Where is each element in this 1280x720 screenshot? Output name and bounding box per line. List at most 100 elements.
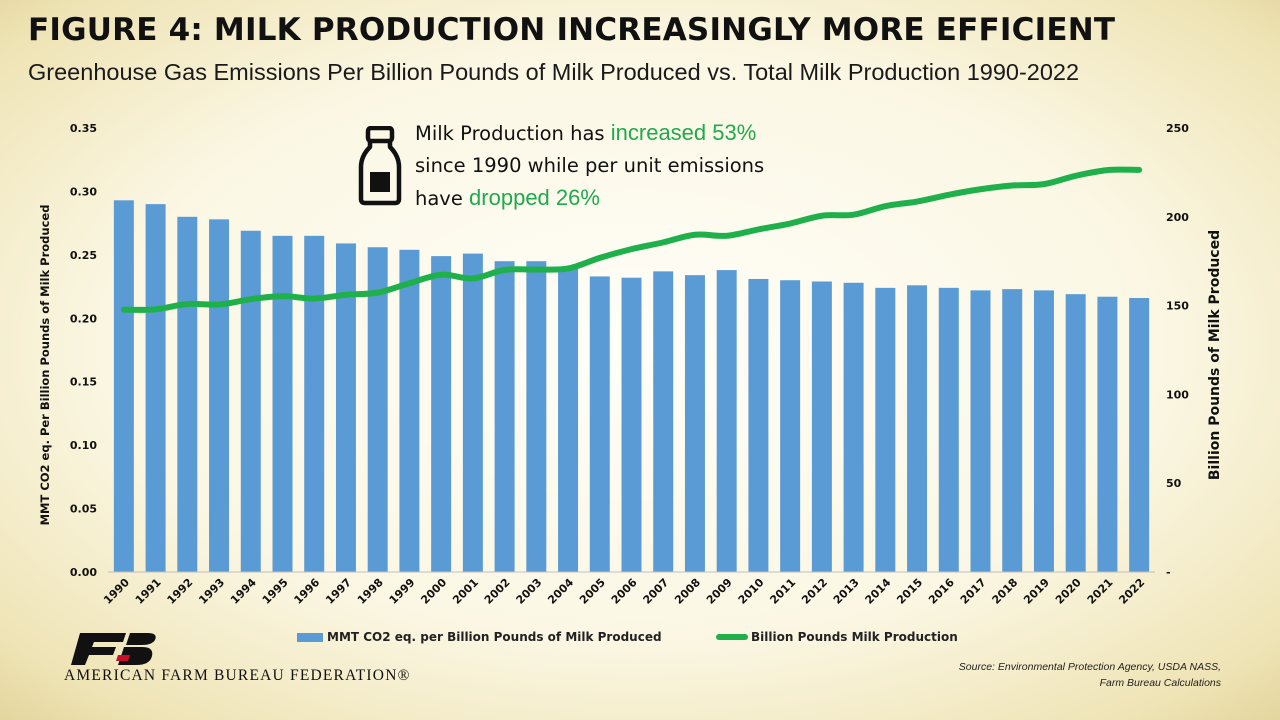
right-axis-label: Billion Pounds of Milk Produced [1207, 230, 1223, 480]
x-tick-label: 1990 [101, 576, 132, 607]
y-tick-label: 0.10 [70, 439, 97, 452]
bar-2004 [558, 267, 579, 572]
right-axis-ticks: - 50 100 150 200 250 [1166, 122, 1189, 579]
x-tick-label: 1991 [133, 576, 164, 607]
x-tick-label: 2018 [990, 576, 1021, 607]
legend-item-line: Billion Pounds Milk Production [716, 630, 958, 644]
legend-item-bars: MMT CO2 eq. per Billion Pounds of Milk P… [297, 630, 662, 644]
bar-2022 [1129, 297, 1150, 572]
y-tick-label: 0.30 [70, 185, 97, 198]
bar-1997 [335, 243, 356, 572]
milk-bottle-icon [358, 126, 402, 206]
y-right-tick-label: 200 [1166, 211, 1189, 224]
x-tick-label: 2002 [482, 576, 513, 607]
source-note: Source: Environmental Protection Agency,… [901, 659, 1221, 691]
legend-bar-label: MMT CO2 eq. per Billion Pounds of Milk P… [327, 630, 662, 644]
left-axis-label: MMT CO2 eq. Per Billion Pounds of Milk P… [38, 205, 52, 526]
callout-text: Milk Production has increased 53% since … [415, 117, 835, 215]
callout-line-3: have dropped 26% [415, 182, 835, 215]
bar-2011 [780, 280, 801, 572]
bar-1998 [367, 247, 388, 572]
y-right-tick-label: 150 [1166, 300, 1189, 313]
organization-name: AMERICAN FARM BUREAU FEDERATION® [64, 667, 411, 684]
bar-2003 [526, 261, 547, 572]
x-tick-label: 2010 [736, 576, 767, 607]
x-tick-label: 2020 [1053, 576, 1084, 607]
bar-2008 [684, 275, 705, 572]
bar-2016 [938, 287, 959, 572]
callout-highlight-increase: increased 53% [610, 120, 757, 145]
page-subtitle: Greenhouse Gas Emissions Per Billion Pou… [28, 59, 1080, 85]
bar-1991 [145, 204, 166, 572]
legend-bar-swatch [297, 632, 323, 642]
x-tick-label: 2022 [1116, 576, 1147, 607]
bar-1999 [399, 249, 420, 573]
bar-2018 [1002, 289, 1023, 572]
bar-1992 [177, 216, 198, 573]
bar-2013 [843, 282, 864, 572]
bar-1994 [240, 230, 261, 573]
x-tick-label: 2014 [863, 576, 894, 607]
y-right-tick-label: 250 [1166, 122, 1189, 135]
bar-2000 [431, 256, 452, 572]
x-tick-label: 2021 [1085, 576, 1116, 607]
x-tick-label: 2004 [545, 576, 576, 607]
bar-1990 [113, 200, 134, 572]
x-tick-label: 1995 [260, 576, 291, 607]
y-tick-label: 0.05 [70, 503, 97, 516]
x-tick-label: 1992 [165, 576, 196, 607]
bar-2012 [811, 281, 832, 572]
x-tick-label: 2013 [831, 576, 862, 607]
bar-2019 [1033, 290, 1054, 572]
y-tick-label: 0.35 [70, 122, 97, 135]
y-right-tick-label: - [1166, 566, 1171, 579]
x-tick-label: 1999 [387, 576, 418, 607]
legend-line-swatch [716, 634, 748, 640]
bar-1993 [209, 219, 230, 572]
callout-line-1-prefix: Milk Production has [415, 122, 611, 145]
x-tick-label: 2017 [958, 576, 989, 607]
bar-2007 [653, 271, 674, 572]
x-tick-label: 2000 [418, 576, 449, 607]
source-line-1: Source: Environmental Protection Agency,… [958, 661, 1221, 673]
bar-2015 [907, 285, 928, 572]
legend: MMT CO2 eq. per Billion Pounds of Milk P… [0, 628, 1280, 648]
source-line-2: Farm Bureau Calculations [1099, 677, 1221, 689]
bar-2014 [875, 287, 896, 572]
x-tick-label: 1993 [196, 576, 227, 607]
x-tick-label: 2009 [704, 576, 735, 607]
production-line [120, 166, 1143, 313]
bar-2010 [748, 278, 769, 572]
bar-2021 [1097, 296, 1118, 572]
x-axis-ticks: 1990 1991 1992 1993 1994 1995 1996 1997 1998 1999… [101, 576, 1147, 607]
x-tick-label: 2015 [894, 576, 925, 607]
bar-2009 [716, 270, 737, 572]
x-tick-label: 2012 [799, 576, 830, 607]
y-tick-label: 0.15 [70, 376, 97, 389]
bar-series [113, 200, 1150, 573]
x-tick-label: 1997 [323, 576, 354, 607]
x-tick-label: 1998 [355, 576, 386, 607]
y-tick-label: 0.00 [70, 566, 97, 579]
x-tick-label: 2007 [641, 576, 672, 607]
x-tick-label: 1994 [228, 576, 259, 607]
x-tick-label: 2001 [450, 576, 481, 607]
bar-2001 [462, 253, 483, 573]
bar-2017 [970, 290, 991, 572]
x-tick-label: 2006 [609, 576, 640, 607]
bar-2020 [1065, 294, 1086, 572]
y-right-tick-label: 50 [1166, 477, 1182, 490]
bar-2006 [621, 277, 642, 572]
x-tick-label: 2003 [514, 576, 545, 607]
x-tick-label: 2019 [1021, 576, 1052, 607]
x-tick-label: 2016 [926, 576, 957, 607]
left-axis-ticks: 0.00 0.05 0.10 0.15 0.20 0.25 0.30 0.35 [70, 122, 97, 579]
callout-highlight-drop: dropped 26% [469, 185, 600, 210]
fb-logo-icon [71, 633, 156, 665]
y-right-tick-label: 100 [1166, 388, 1189, 401]
x-tick-label: 1996 [292, 576, 323, 607]
legend-line-label: Billion Pounds Milk Production [751, 630, 958, 644]
bar-1995 [272, 235, 293, 573]
page-title: FIGURE 4: MILK PRODUCTION INCREASINGLY M… [28, 12, 1116, 48]
